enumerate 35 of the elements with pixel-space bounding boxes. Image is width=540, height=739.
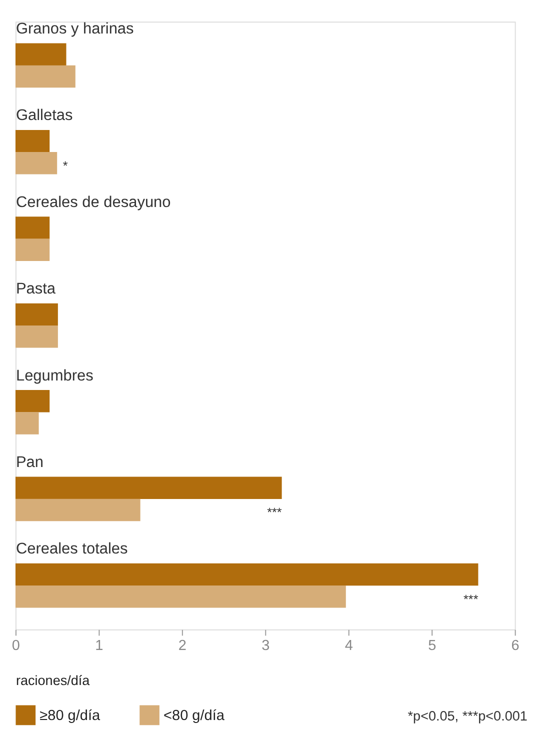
y-tick-label: Pan [16,454,44,471]
x-tick-label: 6 [511,638,520,654]
x-tick-label: 0 [12,638,20,654]
annotation: *** [464,592,478,606]
bar [15,390,50,412]
text: *p<0.05, ***p<0.001 [408,708,528,724]
bar [15,412,39,434]
bar [15,43,66,66]
x-axis-title: raciones/día [16,673,90,688]
bar [15,325,58,348]
legend-label: <80 g/día [164,708,226,724]
bar [15,130,50,152]
x-tick-label: 1 [95,638,104,654]
annotation: * [62,158,68,173]
x-tick-label: 3 [262,638,270,654]
bar [15,65,76,88]
bar [15,216,50,239]
y-tick-label: Legumbres [16,367,94,384]
x-tick-label: 2 [178,638,186,654]
bar [15,152,58,174]
y-tick-label: Cereales de desayuno [16,194,171,211]
y-tick-label: Galletas [16,107,73,124]
bar [15,563,478,586]
y-tick-label: Cereales totales [16,540,128,558]
y-tick-label: Pasta [16,280,56,298]
annotation: *** [267,506,282,520]
bar [15,586,346,608]
bar [15,303,58,326]
bar [15,476,282,499]
y-tick-label: Granos y harinas [16,20,134,38]
x-tick-label: 5 [428,638,436,654]
bar [15,498,140,522]
legend-label: ≥80 g/día [40,708,101,724]
x-tick-label: 4 [344,638,353,654]
bar [15,238,50,262]
